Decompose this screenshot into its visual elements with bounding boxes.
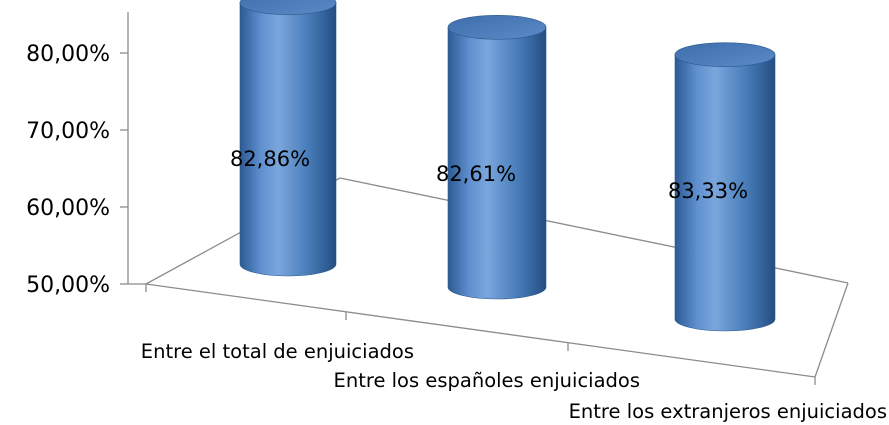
category-axis-line — [145, 283, 816, 378]
y-tick-label: 50,00% — [26, 273, 110, 298]
y-tick-label: 70,00% — [26, 119, 110, 144]
bar-cylinder-body — [447, 27, 547, 300]
bar-cylinder-top — [239, 0, 337, 16]
bar-cylinder-body — [239, 2, 337, 277]
category-label: Entre el total de enjuiciados — [141, 340, 414, 363]
floor-right-edge — [814, 282, 849, 378]
data-label: 82,86% — [230, 147, 310, 171]
bar-cylinder — [674, 42, 776, 332]
bar-cylinder-body — [674, 54, 776, 332]
bar-cylinder-top — [674, 42, 776, 68]
data-label: 83,33% — [668, 179, 748, 203]
y-tick-label: 60,00% — [26, 196, 110, 221]
y-tick-label: 80,00% — [26, 42, 110, 67]
category-label: Entre los extranjeros enjuiciados — [569, 400, 887, 423]
bar-cylinder — [239, 0, 337, 277]
bar-cylinder-top — [447, 15, 547, 40]
category-label: Entre los españoles enjuiciados — [334, 369, 640, 392]
data-label: 82,61% — [436, 162, 516, 186]
bar-cylinder — [447, 15, 547, 300]
